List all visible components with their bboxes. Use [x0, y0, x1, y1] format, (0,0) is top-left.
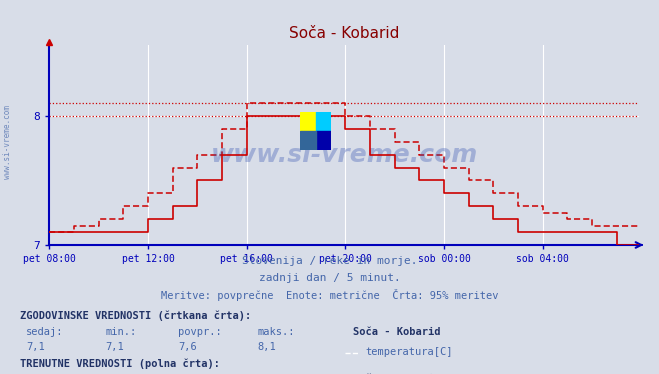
- Text: sedaj:: sedaj:: [26, 327, 64, 337]
- Text: www.si-vreme.com: www.si-vreme.com: [211, 143, 478, 167]
- Text: Meritve: povprečne  Enote: metrične  Črta: 95% meritev: Meritve: povprečne Enote: metrične Črta:…: [161, 289, 498, 301]
- Text: Slovenija / reke in morje.: Slovenija / reke in morje.: [242, 256, 417, 266]
- Text: ZGODOVINSKE VREDNOSTI (črtkana črta):: ZGODOVINSKE VREDNOSTI (črtkana črta):: [20, 310, 251, 321]
- Text: povpr.:: povpr.:: [178, 327, 221, 337]
- Text: temperatura[C]: temperatura[C]: [365, 347, 453, 357]
- Bar: [316, 131, 331, 150]
- Text: 7,1: 7,1: [26, 342, 45, 352]
- Text: min.:: min.:: [105, 327, 136, 337]
- Text: maks.:: maks.:: [257, 327, 295, 337]
- Title: Soča - Kobarid: Soča - Kobarid: [289, 26, 399, 41]
- Text: 7,6: 7,6: [178, 342, 196, 352]
- Text: 8,1: 8,1: [257, 342, 275, 352]
- Bar: [300, 131, 316, 150]
- Text: TRENUTNE VREDNOSTI (polna črta):: TRENUTNE VREDNOSTI (polna črta):: [20, 358, 219, 368]
- Bar: [316, 112, 331, 131]
- Text: www.si-vreme.com: www.si-vreme.com: [3, 105, 13, 179]
- Text: zadnji dan / 5 minut.: zadnji dan / 5 minut.: [258, 273, 401, 283]
- Bar: [300, 112, 316, 131]
- Text: Soča - Kobarid: Soča - Kobarid: [353, 327, 440, 337]
- Text: 7,1: 7,1: [105, 342, 124, 352]
